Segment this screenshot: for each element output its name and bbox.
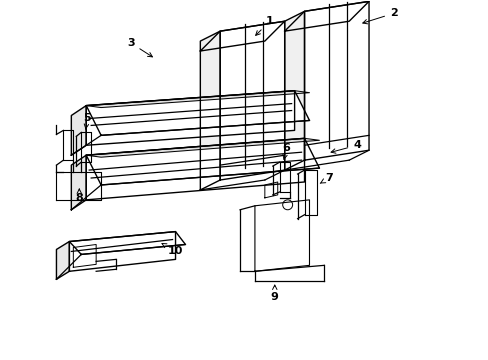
Polygon shape <box>86 91 309 108</box>
Polygon shape <box>86 138 304 200</box>
Text: 2: 2 <box>362 8 397 24</box>
Polygon shape <box>86 91 294 145</box>
Polygon shape <box>69 231 175 271</box>
Polygon shape <box>304 1 368 160</box>
Text: 3: 3 <box>127 38 152 57</box>
Text: 1: 1 <box>255 16 273 35</box>
Polygon shape <box>86 138 319 157</box>
Polygon shape <box>71 105 86 155</box>
Polygon shape <box>86 138 319 185</box>
Text: 4: 4 <box>330 140 360 153</box>
Polygon shape <box>69 231 185 255</box>
Polygon shape <box>56 242 69 279</box>
Text: 6: 6 <box>282 143 290 159</box>
Polygon shape <box>200 21 284 51</box>
Text: 9: 9 <box>270 285 278 302</box>
Polygon shape <box>284 11 304 170</box>
Polygon shape <box>200 31 220 190</box>
Text: 5: 5 <box>83 113 91 129</box>
Text: 7: 7 <box>320 173 332 183</box>
Polygon shape <box>86 91 309 135</box>
Polygon shape <box>284 1 368 31</box>
Text: 10: 10 <box>162 243 183 256</box>
Polygon shape <box>71 155 86 210</box>
Polygon shape <box>220 21 284 180</box>
Text: 8: 8 <box>75 189 83 203</box>
